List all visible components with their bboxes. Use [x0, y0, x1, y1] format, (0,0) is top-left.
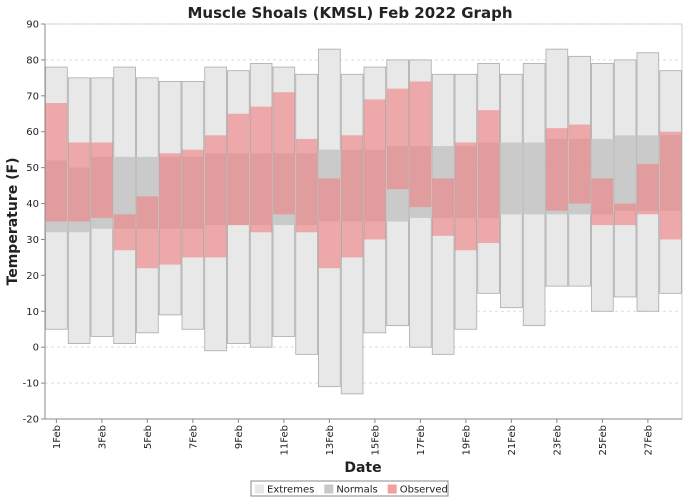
observed-bar [68, 142, 90, 222]
observed-bar [182, 149, 204, 258]
normals-bar [113, 156, 136, 229]
x-tick-label: 5Feb [143, 425, 154, 449]
x-axis-title: Date [344, 460, 381, 476]
y-tick-label: 70 [26, 91, 39, 102]
observed-bar [614, 203, 636, 226]
observed-bar [113, 214, 136, 251]
observed-bar [227, 113, 250, 226]
observed-bar [136, 196, 159, 269]
normals-bar [523, 142, 545, 215]
x-tick-label: 7Feb [188, 425, 199, 449]
observed-bar [477, 110, 500, 244]
x-tick-label: 11Feb [279, 425, 290, 455]
y-tick-label: -10 [23, 379, 39, 390]
x-tick-label: 25Feb [598, 425, 609, 455]
observed-bar [568, 124, 591, 204]
observed-bar [204, 135, 227, 258]
legend-label: Observed [400, 485, 448, 496]
legend-swatch [255, 484, 264, 494]
x-tick-label: 27Feb [643, 425, 654, 455]
legend-label: Normals [336, 485, 377, 496]
y-tick-label: 80 [26, 55, 39, 66]
observed-bar [250, 106, 272, 233]
observed-bar [546, 128, 568, 211]
y-tick-label: 0 [33, 343, 39, 354]
observed-bar [273, 92, 295, 215]
observed-bar [432, 178, 454, 236]
observed-bar [386, 88, 409, 190]
legend-swatch [387, 484, 397, 494]
y-axis-ticks: -20 -10 0 10 20 30 40 50 60 70 80 90 [23, 20, 45, 426]
legend-box [250, 480, 449, 497]
observed-bar [409, 81, 432, 208]
y-tick-label: 10 [26, 307, 39, 318]
legend: Extremes Normals Observed [250, 480, 449, 497]
y-tick-label: 50 [26, 163, 39, 174]
y-tick-label: -20 [23, 415, 39, 426]
observed-bar [159, 153, 181, 265]
observed-bar [659, 131, 682, 240]
y-axis-title: Temperature (F) [5, 158, 21, 286]
x-tick-label: 23Feb [552, 425, 563, 455]
x-tick-label: 21Feb [507, 425, 518, 455]
observed-bar [591, 178, 614, 226]
observed-bar [318, 178, 341, 269]
observed-bar [91, 142, 113, 218]
x-tick-label: 17Feb [416, 425, 427, 455]
x-tick-label: 9Feb [234, 425, 245, 449]
y-tick-label: 30 [26, 235, 39, 246]
bars [45, 48, 682, 395]
x-axis-ticks: 1Feb 3Feb 5Feb 7Feb 9Feb 11Feb 13Feb 15Feb 17Feb… [52, 419, 654, 455]
x-tick-label: 19Feb [461, 425, 472, 455]
y-tick-label: 60 [26, 127, 39, 138]
x-tick-label: 1Feb [52, 425, 63, 449]
observed-bar [341, 135, 363, 258]
legend-label: Extremes [267, 485, 314, 496]
legend-swatch [324, 484, 334, 494]
chart-title: Muscle Shoals (KMSL) Feb 2022 Graph [188, 4, 513, 22]
x-tick-label: 15Feb [370, 425, 381, 455]
observed-bar [637, 164, 659, 215]
y-tick-label: 40 [26, 199, 39, 210]
y-tick-label: 90 [26, 20, 39, 31]
observed-bar [364, 99, 386, 240]
normals-bar [614, 135, 636, 211]
y-tick-label: 20 [26, 271, 39, 282]
observed-bar [295, 138, 318, 233]
observed-bar [455, 142, 477, 251]
observed-bar [45, 103, 68, 222]
x-tick-label: 13Feb [325, 425, 336, 455]
normals-bar [500, 142, 523, 215]
x-tick-label: 3Feb [97, 425, 108, 449]
